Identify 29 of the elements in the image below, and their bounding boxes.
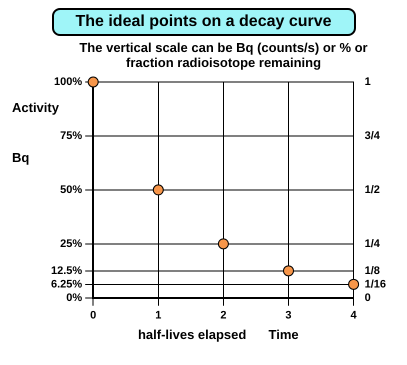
y2-tick-label: 1/2	[364, 184, 380, 196]
y-tick-label: 75%	[60, 130, 82, 142]
point	[152, 184, 164, 196]
point	[88, 76, 99, 88]
y2-tick-label: 1/8	[364, 264, 380, 277]
y2-tick-label: 3/4	[364, 130, 381, 142]
x-tick-label: 0	[90, 309, 96, 322]
x-axis-title: half-lives elapsed	[138, 327, 246, 342]
x-tick-label: 3	[285, 309, 292, 322]
point	[218, 238, 229, 250]
y-tick-label: 50%	[60, 184, 82, 196]
point	[282, 265, 294, 276]
y2-tick-label: 1	[364, 76, 371, 88]
point	[348, 278, 360, 290]
y2-tick-label: 1/16	[364, 278, 386, 290]
text: Activity Bq	[12, 100, 59, 165]
y-tick-label: 12.5%	[50, 264, 82, 277]
y-tick-label: 6.25%	[50, 278, 82, 290]
x-tick-label: 4	[350, 309, 358, 322]
x-tick-label: 2	[220, 309, 226, 322]
y-tick-label: 100%	[54, 76, 82, 88]
chart-title: The ideal points on a decay curve	[52, 8, 356, 36]
y2-tick-label: 0	[364, 292, 371, 304]
y-tick-label: 0%	[66, 292, 82, 304]
y2-tick-label: 1/4	[364, 238, 381, 250]
chart-subtitle: The vertical scale can be Bq (counts/s) or % or fraction radioisotope remaining	[78, 40, 369, 70]
text: Time	[268, 327, 299, 342]
x-tick-label: 1	[155, 309, 162, 322]
y-tick-label: 25%	[60, 238, 82, 250]
